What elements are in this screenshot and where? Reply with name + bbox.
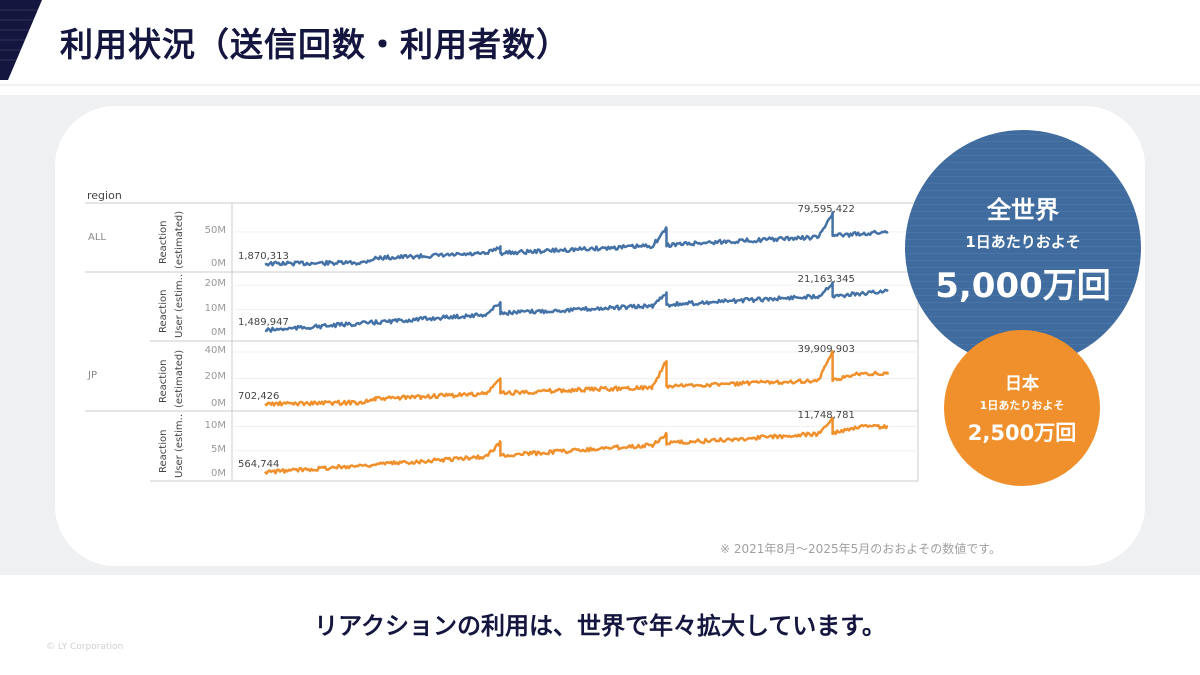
- summary-message: リアクションの利用は、世界で年々拡大しています。: [314, 612, 886, 640]
- region-header: region: [87, 189, 122, 202]
- y-tick-label: 0M: [211, 258, 226, 269]
- start-value-label: 1,489,947: [238, 317, 289, 329]
- axis-title-line1: Reaction: [158, 289, 169, 333]
- header-corner-decoration: [0, 0, 42, 80]
- japan-callout: 日本 1日あたりおよそ 2,500万回: [944, 330, 1100, 486]
- world-callout: 全世界 1日あたりおよそ 5,000万回: [905, 130, 1141, 366]
- series-line-3: [264, 416, 889, 475]
- world-callout-value: 5,000万回: [935, 265, 1111, 306]
- y-tick-label: 0M: [211, 398, 226, 409]
- japan-callout-title: 日本: [1005, 374, 1039, 394]
- axis-title-line2: User (estim..: [174, 273, 185, 338]
- y-tick-label: 0M: [211, 468, 226, 479]
- japan-callout-value: 2,500万回: [967, 421, 1077, 445]
- series-line-0: [264, 210, 889, 267]
- peak-value-label: 21,163,345: [797, 274, 855, 286]
- world-callout-title: 全世界: [987, 195, 1059, 224]
- world-callout-subtitle: 1日あたりおよそ: [965, 232, 1081, 251]
- region-label-all: ALL: [88, 232, 106, 243]
- axis-title-line2: (estimated): [174, 210, 185, 269]
- peak-value-label: 11,748,781: [797, 410, 855, 422]
- y-tick-label: 40M: [204, 344, 226, 356]
- japan-callout-subtitle: 1日あたりおよそ: [979, 399, 1065, 412]
- start-value-label: 702,426: [238, 391, 280, 403]
- page-title: 利用状況（送信回数・利用者数）: [60, 25, 570, 64]
- region-label-jp: JP: [88, 370, 97, 381]
- y-tick-label: 20M: [204, 371, 226, 383]
- y-tick-label: 10M: [204, 302, 226, 314]
- axis-title-line1: Reaction: [158, 359, 169, 403]
- footnote: ※ 2021年8月〜2025年5月のおおよその数値です。: [720, 542, 1002, 556]
- y-tick-label: 0M: [211, 327, 226, 338]
- y-tick-label: 20M: [204, 278, 226, 290]
- start-value-label: 564,744: [238, 459, 280, 471]
- axis-title-line2: (estimated): [174, 349, 185, 408]
- y-tick-label: 10M: [204, 419, 226, 431]
- series-line-1: [264, 281, 889, 333]
- peak-value-label: 79,595,422: [797, 204, 855, 216]
- y-tick-label: 50M: [204, 224, 226, 236]
- y-tick-label: 5M: [211, 443, 226, 455]
- axis-title-line2: User (estim..: [174, 413, 185, 478]
- series-line-2: [264, 350, 890, 407]
- axis-title-line1: Reaction: [158, 429, 169, 473]
- peak-value-label: 39,909,903: [797, 344, 855, 356]
- copyright: © LY Corporation: [46, 642, 124, 652]
- start-value-label: 1,870,313: [238, 250, 289, 262]
- axis-title-line1: Reaction: [158, 220, 169, 264]
- header-divider: [0, 84, 1200, 86]
